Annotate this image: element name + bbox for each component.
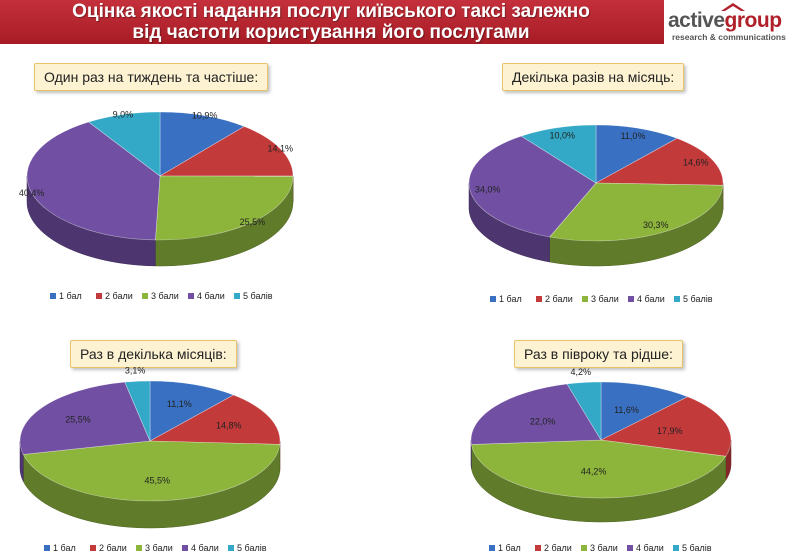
data-label-1-бал: 11,0% <box>621 131 646 141</box>
legend-swatch-4-бали <box>627 545 633 551</box>
data-label-5-балів: 3,1% <box>125 366 146 376</box>
pie-slice-4-бали <box>26 121 161 241</box>
logo-roof-icon <box>721 3 745 11</box>
legend-label-1-бал: 1 бал <box>498 543 521 553</box>
legend-swatch-3-бали <box>582 296 588 302</box>
data-label-1-бал: 10,9% <box>192 111 218 121</box>
pie-chart-1: 10,9% 14,1% 25,5% 40,4% 9,0% 1 бал 2 бали 3 бал… <box>19 110 294 301</box>
data-label-5-балів: 4,2% <box>571 367 592 377</box>
data-label-2-бали: 17,9% <box>657 426 683 436</box>
pie-chart-2: 11,0% 14,6% 30,3% 34,0% 10,0% 1 бал 2 бали 3 ба… <box>468 124 724 304</box>
data-label-4-бали: 34,0% <box>475 184 501 194</box>
legend-label-4-бали: 4 бали <box>191 543 219 553</box>
legend-swatch-1-бал <box>489 545 495 551</box>
legend-swatch-3-бали <box>581 545 587 551</box>
legend-label-3-бали: 3 бали <box>151 291 179 301</box>
data-label-4-бали: 25,5% <box>65 414 91 424</box>
logo: activegroup research & communications <box>664 0 800 44</box>
data-label-3-бали: 45,5% <box>145 475 171 485</box>
pie-slice-1-бал <box>595 124 678 184</box>
legend-swatch-5-балів <box>674 296 680 302</box>
legend-label-2-бали: 2 бали <box>544 543 572 553</box>
pie-slice-2-бали <box>158 126 294 177</box>
legend-label-1-бал: 1 бал <box>499 294 522 304</box>
pie-slice-2-бали <box>594 138 724 186</box>
pie-slice-4-бали <box>468 135 597 238</box>
pie-slice-4-бали <box>19 381 151 455</box>
legend-label-5-балів: 5 балів <box>243 291 273 301</box>
page-title-line-1: Оцінка якості надання послуг київського … <box>72 1 590 22</box>
data-label-3-бали: 30,3% <box>643 220 669 230</box>
pie-slice-2-бали <box>599 396 732 457</box>
legend-swatch-5-балів <box>228 545 234 551</box>
legend-swatch-2-бали <box>90 545 96 551</box>
chart-title-weekly: Один раз на тиждень та частіше: <box>34 63 269 91</box>
legend-label-3-бали: 3 бали <box>590 543 618 553</box>
pie-chart-4: 11,6% 17,9% 44,2% 22,0% 4,2% 1 бал 2 бали 3 бал… <box>470 367 732 553</box>
pie-slice-3-бали <box>471 439 727 499</box>
pie-slice-5-балів <box>88 111 161 177</box>
page-title-line-2: від частоти користування його послугами <box>132 22 530 43</box>
data-label-5-балів: 9,0% <box>113 110 134 120</box>
pie-slice-4-бали <box>470 383 602 445</box>
legend-label-1-бал: 1 бал <box>53 543 76 553</box>
data-label-4-бали: 22,0% <box>530 417 556 427</box>
logo-subtitle: research & communications <box>672 32 786 42</box>
pie-slice-1-бал <box>149 380 235 442</box>
data-label-2-бали: 14,6% <box>683 158 709 168</box>
pie-slice-1-бал <box>600 381 689 441</box>
legend-swatch-4-бали <box>188 293 194 299</box>
data-label-4-бали: 40,4% <box>19 188 45 198</box>
legend-label-5-балів: 5 балів <box>683 294 713 304</box>
legend-swatch-3-бали <box>142 293 148 299</box>
pie-slice-3-бали <box>22 440 281 502</box>
legend-label-5-балів: 5 балів <box>682 543 712 553</box>
legend-swatch-2-бали <box>96 293 102 299</box>
data-label-3-бали: 44,2% <box>581 467 607 477</box>
pie-slice-5-балів <box>566 381 602 442</box>
logo-wordmark: activegroup <box>668 9 782 33</box>
header-bar: Оцінка якості надання послуг київського … <box>0 0 800 44</box>
legend-swatch-4-бали <box>182 545 188 551</box>
pie-slice-5-балів <box>520 124 597 184</box>
legend-swatch-1-бал <box>44 545 50 551</box>
logo-word-active: active <box>668 9 725 32</box>
pie-chart-3: 11,1% 14,8% 45,5% 25,5% 3,1% 1 бал 2 бали 3 бал… <box>19 366 281 553</box>
data-label-3-бали: 25,5% <box>240 217 266 227</box>
data-label-2-бали: 14,8% <box>216 420 242 430</box>
logo-word-group: group <box>724 9 782 32</box>
legend-swatch-5-балів <box>673 545 679 551</box>
chart-title-several-months: Раз в декілька місяців: <box>70 340 237 368</box>
legend-swatch-5-балів <box>234 293 240 299</box>
legend-label-2-бали: 2 бали <box>105 291 133 301</box>
legend-label-4-бали: 4 бали <box>197 291 225 301</box>
legend-swatch-4-бали <box>628 296 634 302</box>
data-label-1-бал: 11,6% <box>614 405 639 415</box>
data-label-5-балів: 10,0% <box>549 131 575 141</box>
legend-label-1-бал: 1 бал <box>59 291 82 301</box>
data-label-2-бали: 14,1% <box>267 144 293 154</box>
page-title: Оцінка якості надання послуг київського … <box>0 0 662 44</box>
legend-label-4-бали: 4 бали <box>636 543 664 553</box>
legend-label-3-бали: 3 бали <box>145 543 173 553</box>
legend-label-5-балів: 5 балів <box>237 543 267 553</box>
legend-swatch-1-бал <box>490 296 496 302</box>
pie-slice-3-бали <box>155 175 294 241</box>
legend-label-3-бали: 3 бали <box>591 294 619 304</box>
pie-slice-1-бал <box>159 111 245 177</box>
data-label-1-бал: 11,1% <box>167 399 192 409</box>
pie-slice-5-балів <box>124 380 151 442</box>
legend-swatch-2-бали <box>535 545 541 551</box>
pie-slice-2-бали <box>148 394 281 445</box>
legend-label-2-бали: 2 бали <box>99 543 127 553</box>
pie-slice-3-бали <box>549 182 724 242</box>
chart-title-half-year: Раз в півроку та рідше: <box>514 340 683 368</box>
chart-title-monthly: Декілька разів на місяць: <box>502 63 685 91</box>
legend-swatch-2-бали <box>536 296 542 302</box>
legend-label-2-бали: 2 бали <box>545 294 573 304</box>
legend-label-4-бали: 4 бали <box>637 294 665 304</box>
legend-swatch-1-бал <box>50 293 56 299</box>
legend-swatch-3-бали <box>136 545 142 551</box>
